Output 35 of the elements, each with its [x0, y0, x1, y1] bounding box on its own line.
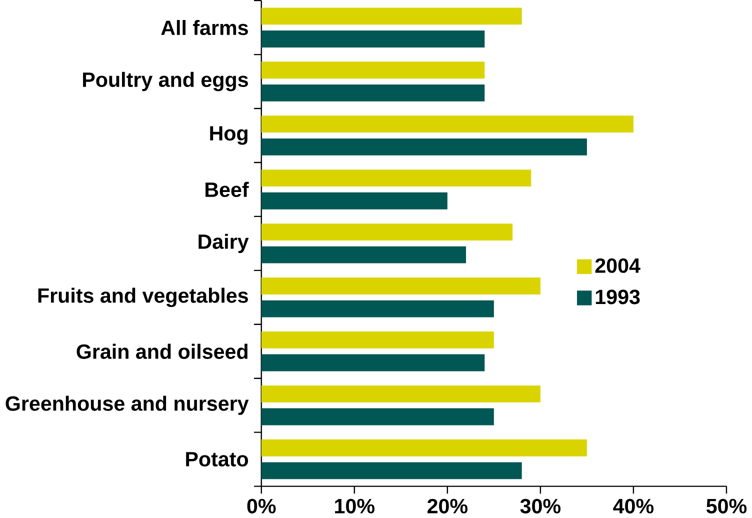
bar	[261, 300, 494, 318]
bar	[261, 192, 448, 210]
bar	[261, 223, 513, 240]
bar	[261, 277, 540, 294]
legend-label: 1993	[596, 289, 640, 304]
x-tick-label: 50%	[706, 498, 747, 514]
bar	[261, 331, 494, 348]
y-tick-label: Hog	[210, 126, 248, 145]
bar	[261, 138, 587, 156]
bar	[261, 169, 532, 186]
y-tick-label: Beef	[206, 182, 249, 197]
bar	[261, 84, 485, 102]
y-tick-label: Potato	[186, 452, 248, 466]
legend-label: 2004	[595, 258, 640, 273]
y-tick-label: Grain and oilseed	[76, 344, 248, 359]
x-tick-label: 10%	[335, 498, 374, 514]
bar	[261, 354, 485, 372]
y-tick-label: Fruits and vegetables	[38, 288, 248, 307]
y-tick-label: Dairy	[198, 234, 249, 253]
bar	[261, 61, 485, 78]
bar	[261, 246, 466, 264]
bar	[261, 30, 485, 48]
x-tick-label: 40%	[613, 498, 654, 514]
bar	[261, 439, 587, 456]
x-tick-label: 0%	[247, 498, 276, 514]
y-tick-label: All farms	[161, 20, 248, 35]
bar	[261, 8, 522, 24]
bar	[261, 115, 634, 132]
x-tick-label: 20%	[428, 498, 468, 514]
bar	[261, 462, 522, 479]
y-tick-label: Greenhouse and nursery	[6, 396, 249, 415]
bar	[261, 385, 540, 402]
y-tick-label: Poultry and eggs	[83, 72, 248, 92]
bar	[261, 408, 494, 426]
x-tick-label: 30%	[520, 498, 560, 514]
